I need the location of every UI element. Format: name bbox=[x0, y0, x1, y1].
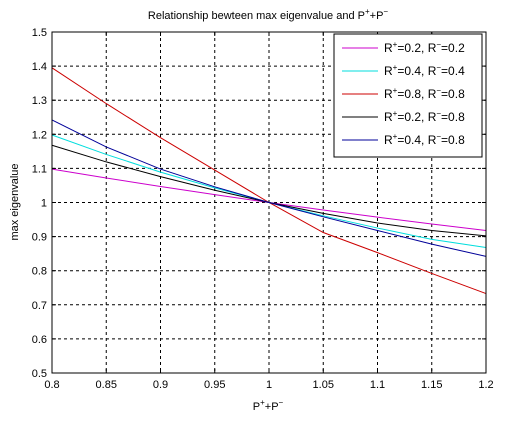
y-tick-label: 1.1 bbox=[32, 163, 47, 175]
legend-label-part: =0.2, R bbox=[397, 41, 436, 55]
legend-label-4: R+=0.2, R−=0.8 bbox=[384, 109, 465, 124]
legend-label-part: R bbox=[384, 41, 393, 55]
y-tick-label: 0.5 bbox=[32, 368, 47, 380]
chart-title-sup1: + bbox=[365, 7, 370, 16]
chart-title-mid: +P bbox=[370, 10, 384, 22]
y-tick-label: 1 bbox=[41, 198, 47, 210]
x-tick-label: 1.15 bbox=[421, 379, 442, 391]
y-tick-label: 1.5 bbox=[32, 27, 47, 39]
legend-label-2: R+=0.4, R−=0.4 bbox=[384, 63, 465, 78]
x-axis-title-p2: +P bbox=[265, 401, 279, 413]
y-tick-label: 1.4 bbox=[32, 61, 47, 73]
legend-label-5: R+=0.4, R−=0.8 bbox=[384, 132, 465, 147]
legend-label-part: =0.4 bbox=[441, 64, 465, 78]
legend-label-part: R bbox=[384, 87, 393, 101]
y-tick-label: 0.6 bbox=[32, 334, 47, 346]
legend: R+=0.2, R−=0.2R+=0.4, R−=0.4R+=0.8, R−=0… bbox=[333, 33, 483, 158]
legend-label-part: − bbox=[436, 86, 441, 95]
grid-lines bbox=[52, 32, 486, 373]
legend-label-part: =0.2, R bbox=[397, 110, 436, 124]
legend-label-part: =0.8 bbox=[441, 133, 465, 147]
x-tick-label: 1 bbox=[266, 379, 272, 391]
legend-box bbox=[333, 33, 483, 158]
y-tick-label: 1.2 bbox=[32, 129, 47, 141]
legend-label-part: =0.4, R bbox=[397, 133, 436, 147]
legend-label-part: − bbox=[436, 109, 441, 118]
chart-title-main: Relationship bewteen max eigenvalue and … bbox=[148, 10, 365, 22]
legend-label-3: R+=0.8, R−=0.8 bbox=[384, 86, 465, 101]
x-tick-label: 0.95 bbox=[204, 379, 225, 391]
legend-label-part: − bbox=[436, 132, 441, 141]
series-line-5 bbox=[51, 119, 487, 257]
y-tick-label: 0.8 bbox=[32, 266, 47, 278]
series-layer bbox=[51, 67, 487, 295]
legend-label-part: + bbox=[393, 132, 398, 141]
x-axis-title-s2: − bbox=[279, 398, 284, 407]
legend-label-part: R bbox=[384, 64, 393, 78]
legend-label-part: =0.4, R bbox=[397, 64, 436, 78]
y-tick-labels: 0.5 0.6 0.7 0.8 0.9 1 1.1 1.2 1.3 1.4 1.5 bbox=[32, 27, 47, 380]
legend-label-part: =0.2 bbox=[441, 41, 465, 55]
x-tick-labels: 0.8 0.85 0.9 0.95 1 1.05 1.1 1.15 1.2 bbox=[44, 379, 493, 391]
x-tick-label: 1.05 bbox=[313, 379, 334, 391]
x-tick-label: 1.1 bbox=[370, 379, 385, 391]
x-tick-label: 0.9 bbox=[153, 379, 168, 391]
legend-label-part: R bbox=[384, 110, 393, 124]
x-tick-label: 0.8 bbox=[44, 379, 59, 391]
x-tick-label: 0.85 bbox=[96, 379, 117, 391]
legend-label-part: − bbox=[436, 63, 441, 72]
y-tick-label: 0.7 bbox=[32, 300, 47, 312]
legend-label-part: =0.8 bbox=[441, 87, 465, 101]
legend-label-part: − bbox=[436, 40, 441, 49]
legend-label-part: + bbox=[393, 40, 398, 49]
legend-label-part: =0.8, R bbox=[397, 87, 436, 101]
y-axis-title: max eigenvalue bbox=[9, 163, 21, 240]
legend-label-part: + bbox=[393, 63, 398, 72]
legend-label-part: =0.8 bbox=[441, 110, 465, 124]
legend-label-1: R+=0.2, R−=0.2 bbox=[384, 40, 465, 55]
chart-title: Relationship bewteen max eigenvalue and … bbox=[148, 7, 389, 22]
legend-label-part: R bbox=[384, 133, 393, 147]
x-axis-title-p1: P bbox=[253, 401, 260, 413]
x-axis-title: P++P− bbox=[253, 398, 284, 413]
legend-label-part: + bbox=[393, 86, 398, 95]
legend-label-part: + bbox=[393, 109, 398, 118]
y-tick-label: 1.3 bbox=[32, 95, 47, 107]
x-axis-title-s1: + bbox=[260, 398, 265, 407]
y-tick-label: 0.9 bbox=[32, 232, 47, 244]
x-tick-label: 1.2 bbox=[478, 379, 493, 391]
chart-title-sup2: − bbox=[383, 7, 388, 16]
tick-marks bbox=[51, 31, 487, 374]
